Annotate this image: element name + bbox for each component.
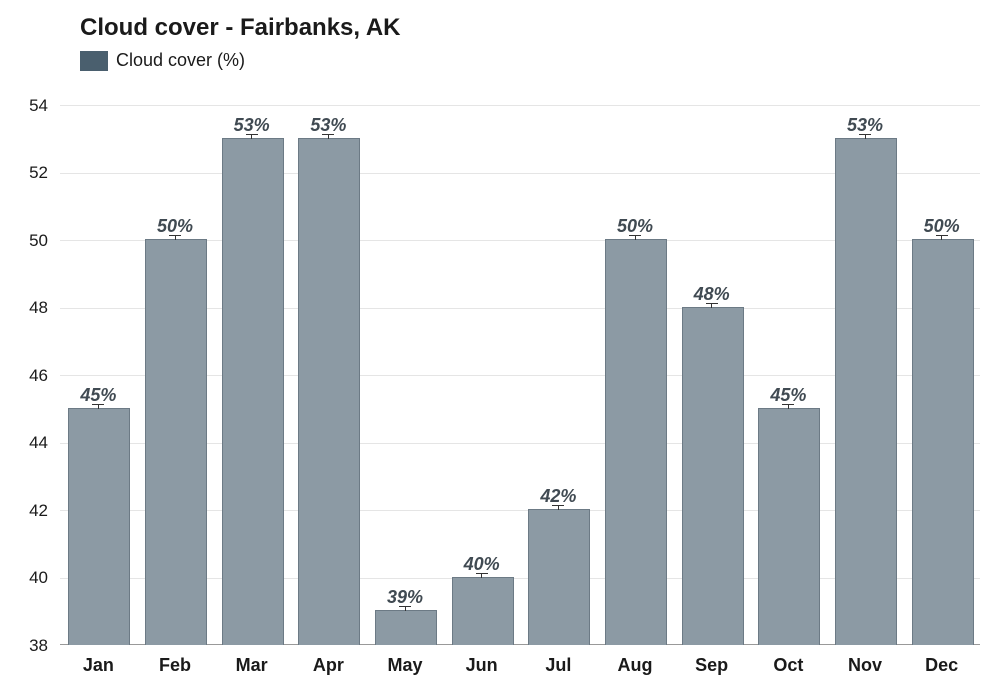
bar-value-label: 53% [825,115,905,136]
y-tick-label: 44 [0,433,48,453]
x-tick-label: Dec [903,655,980,676]
bar [682,307,744,646]
bar [145,239,207,645]
bar-value-label: 50% [595,216,675,237]
y-tick-label: 52 [0,163,48,183]
y-tick-label: 50 [0,231,48,251]
x-tick-label: Mar [213,655,290,676]
x-tick-label: Jul [520,655,597,676]
bar-value-label: 50% [902,216,982,237]
bar-value-label: 45% [58,385,138,406]
plot-area: 45%50%53%53%39%40%42%50%48%45%53%50% [60,105,980,645]
bar [758,408,820,645]
y-tick-label: 40 [0,568,48,588]
x-tick-label: Sep [673,655,750,676]
y-tick-label: 54 [0,96,48,116]
y-tick-label: 48 [0,298,48,318]
bar [375,610,437,645]
bar-value-label: 39% [365,587,445,608]
y-tick-label: 38 [0,636,48,656]
bar-value-label: 50% [135,216,215,237]
x-tick-label: Feb [137,655,214,676]
bar-value-label: 53% [212,115,292,136]
bar [298,138,360,645]
x-tick-label: Aug [597,655,674,676]
legend: Cloud cover (%) [80,50,245,71]
x-tick-label: Jan [60,655,137,676]
x-tick-label: Oct [750,655,827,676]
bar-value-label: 53% [288,115,368,136]
gridline [60,105,980,106]
x-tick-label: May [367,655,444,676]
bar [452,577,514,646]
bar [528,509,590,645]
bar [605,239,667,645]
legend-label: Cloud cover (%) [116,50,245,71]
x-tick-label: Nov [827,655,904,676]
chart-container: Cloud cover - Fairbanks, AK Cloud cover … [0,0,1000,700]
bar-value-label: 45% [748,385,828,406]
bar [222,138,284,645]
bar [68,408,130,645]
bar-value-label: 48% [672,284,752,305]
y-tick-label: 42 [0,501,48,521]
x-tick-label: Jun [443,655,520,676]
chart-title: Cloud cover - Fairbanks, AK [80,14,401,42]
x-tick-label: Apr [290,655,367,676]
bar [912,239,974,645]
bar [835,138,897,645]
bar-value-label: 40% [442,554,522,575]
legend-swatch [80,51,108,71]
bar-value-label: 42% [518,486,598,507]
y-tick-label: 46 [0,366,48,386]
